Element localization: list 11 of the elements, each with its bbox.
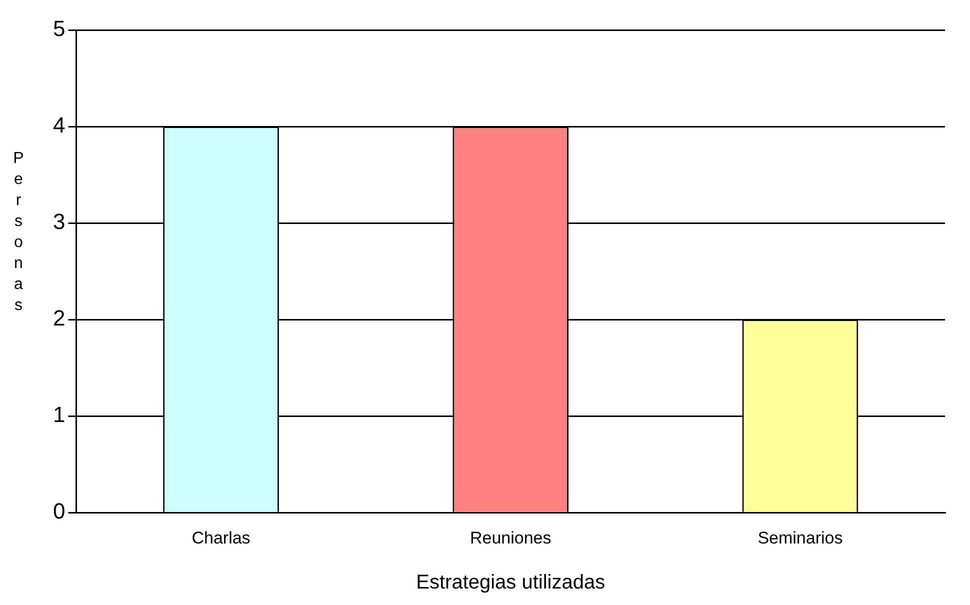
y-tick-label: 0 bbox=[52, 498, 66, 524]
y-tick-label: 1 bbox=[52, 402, 66, 428]
y-tick-label: 3 bbox=[52, 209, 66, 234]
x-axis-title: Estrategias utilizadas bbox=[416, 572, 606, 594]
x-tick-label: Reuniones bbox=[470, 528, 552, 548]
y-tick-label: 2 bbox=[52, 306, 66, 331]
y-axis-title: Personas bbox=[9, 150, 28, 318]
x-tick-label: Charlas bbox=[192, 528, 250, 548]
y-tick-label: 4 bbox=[52, 112, 66, 138]
x-tick-label: Seminarios bbox=[758, 528, 843, 548]
y-tick-label: 5 bbox=[52, 16, 66, 42]
